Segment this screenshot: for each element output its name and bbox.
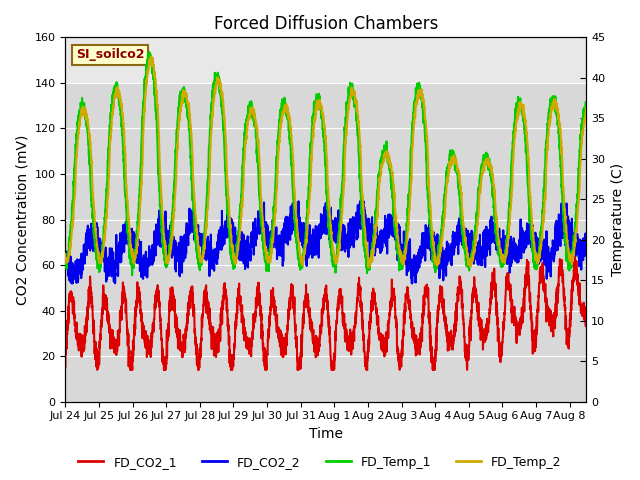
Bar [65, 37, 586, 83]
Legend: FD_CO2_1, FD_CO2_2, FD_Temp_1, FD_Temp_2: FD_CO2_1, FD_CO2_2, FD_Temp_1, FD_Temp_2 [74, 451, 566, 474]
Y-axis label: CO2 Concentration (mV): CO2 Concentration (mV) [15, 134, 29, 305]
Text: SI_soilco2: SI_soilco2 [76, 48, 145, 61]
X-axis label: Time: Time [309, 427, 343, 441]
Title: Forced Diffusion Chambers: Forced Diffusion Chambers [214, 15, 438, 33]
Y-axis label: Temperature (C): Temperature (C) [611, 163, 625, 276]
